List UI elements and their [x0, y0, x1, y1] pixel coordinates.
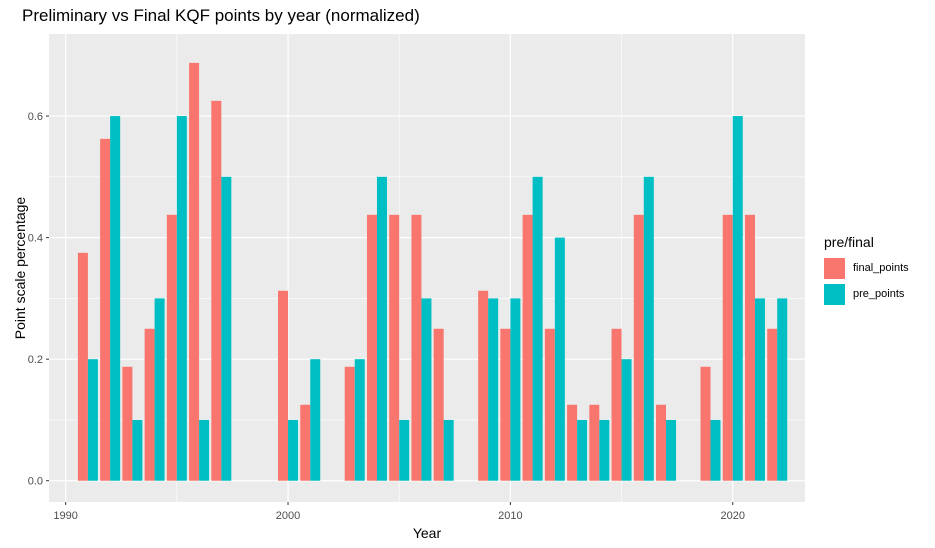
pre-points-bar: [754, 298, 765, 481]
pre-points-bar: [176, 116, 187, 481]
final-points-bar: [544, 328, 555, 481]
final-points-bar: [122, 366, 133, 481]
pre-points-bar: [554, 237, 565, 481]
pre-points-bar: [310, 359, 321, 481]
pre-points-bar: [532, 176, 543, 481]
pre-points-bar: [732, 116, 743, 481]
legend-item-pre-points: pre_points: [824, 282, 909, 306]
final-points-bar: [144, 328, 155, 481]
y-tick-label: 0.0: [28, 476, 43, 488]
chart-title: Preliminary vs Final KQF points by year …: [22, 6, 420, 25]
pre-points-bar: [599, 419, 610, 481]
x-tick-label: 1990: [53, 510, 77, 522]
pre-points-bar: [154, 298, 165, 481]
final-points-bar: [189, 62, 200, 481]
final-points-bar: [500, 328, 511, 481]
pre-points-bar: [221, 176, 232, 481]
final-points-bar: [389, 214, 400, 481]
final-points-bar: [522, 214, 533, 481]
final-points-bar: [633, 214, 644, 481]
legend-label: final_points: [853, 262, 909, 274]
final-points-bar: [411, 214, 422, 481]
final-points-bar: [344, 366, 355, 481]
legend-item-final-points: final_points: [824, 256, 909, 280]
legend-key: [824, 257, 845, 279]
pre-points-bar: [354, 359, 365, 481]
final-points-bar: [744, 214, 755, 481]
y-tick-label: 0.4: [28, 233, 43, 245]
final-points-bar: [589, 404, 600, 481]
final-points-bar: [700, 366, 711, 481]
x-tick-label: 2020: [720, 510, 744, 522]
legend-label: pre_points: [853, 288, 905, 300]
legend-key: [824, 283, 845, 305]
final-points-bar: [100, 138, 111, 481]
pre-points-bar: [376, 176, 387, 481]
y-tick-label: 0.6: [28, 111, 43, 123]
final-points-bar: [166, 214, 177, 481]
final-points-bar: [722, 214, 733, 481]
pre-points-bar: [199, 419, 210, 481]
x-axis-title: Year: [413, 525, 442, 541]
legend: pre/final final_points pre_points: [824, 234, 909, 308]
pre-points-bar: [87, 359, 98, 481]
pre-points-bar: [643, 176, 654, 481]
y-axis-title: Point scale percentage: [12, 197, 28, 340]
pre-points-bar: [421, 298, 432, 481]
legend-title: pre/final: [824, 234, 874, 250]
x-tick-label: 2010: [498, 510, 522, 522]
final-points-bar: [211, 100, 222, 481]
final-points-bar: [767, 328, 778, 481]
final-points-bar: [656, 404, 667, 481]
y-tick-label: 0.2: [28, 354, 43, 366]
final-points-bar: [433, 328, 444, 481]
pre-points-bar: [510, 298, 521, 481]
final-points-bar: [478, 290, 489, 481]
pre-points-bar: [488, 298, 499, 481]
final-points-bar: [567, 404, 578, 481]
bars: [77, 62, 788, 481]
pre-points-bar: [710, 419, 721, 481]
pre-points-bar: [666, 419, 677, 481]
pre-points-bar: [577, 419, 588, 481]
pre-points-bar: [288, 419, 299, 481]
final-points-bar: [366, 214, 377, 481]
pre-points-bar: [399, 419, 410, 481]
final-points-bar: [278, 290, 289, 481]
legend-items: final_points pre_points: [824, 256, 909, 306]
final-points-bar: [611, 328, 622, 481]
final-points-bar: [300, 404, 311, 481]
pre-points-bar: [132, 419, 143, 481]
pre-points-bar: [621, 359, 632, 481]
pre-points-bar: [110, 116, 121, 481]
final-points-bar: [77, 252, 88, 481]
x-tick-label: 2000: [276, 510, 300, 522]
axes: 0.0 0.2 0.4 0.6 1990 2000 2010 2020: [28, 111, 745, 522]
pre-points-bar: [443, 419, 454, 481]
pre-points-bar: [777, 298, 788, 481]
